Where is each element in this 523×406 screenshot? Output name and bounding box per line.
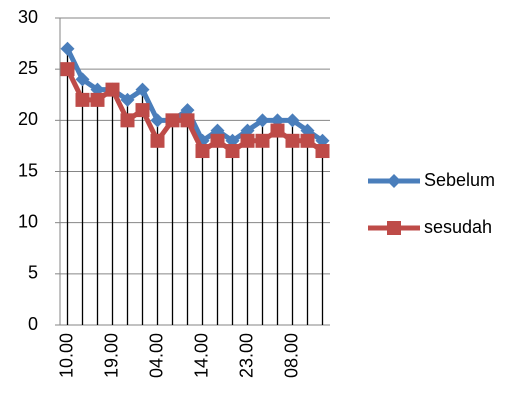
x-tick-label: 23.00	[236, 333, 256, 378]
marker	[60, 62, 75, 77]
marker	[300, 133, 315, 148]
x-tick-label: 14.00	[191, 333, 211, 378]
marker	[150, 113, 165, 128]
marker	[387, 174, 401, 188]
marker	[255, 113, 270, 128]
marker	[105, 82, 120, 97]
marker	[120, 92, 135, 107]
marker	[315, 144, 330, 159]
marker	[255, 133, 270, 148]
marker	[387, 221, 401, 235]
marker	[135, 82, 150, 97]
legend-label: sesudah	[424, 217, 492, 237]
marker	[75, 92, 90, 107]
marker	[225, 144, 240, 159]
y-tick-label: 10	[18, 211, 38, 231]
y-tick-label: 25	[18, 58, 38, 78]
marker	[120, 113, 135, 128]
x-tick-label: 10.00	[56, 333, 76, 378]
marker	[135, 103, 150, 118]
y-tick-label: 20	[18, 109, 38, 129]
y-tick-label: 15	[18, 160, 38, 180]
x-tick-label: 08.00	[281, 333, 301, 378]
marker	[195, 144, 210, 159]
marker	[150, 133, 165, 148]
marker	[75, 72, 90, 87]
y-tick-label: 0	[28, 314, 38, 334]
y-tick-label: 30	[18, 7, 38, 27]
marker	[270, 123, 285, 138]
x-tick-label: 19.00	[101, 333, 121, 378]
legend-label: Sebelum	[424, 170, 495, 190]
x-tick-label: 04.00	[146, 333, 166, 378]
marker	[285, 113, 300, 128]
marker	[90, 92, 105, 107]
marker	[285, 133, 300, 148]
y-tick-label: 5	[28, 263, 38, 283]
marker	[240, 133, 255, 148]
series-line	[65, 68, 324, 154]
marker	[210, 133, 225, 148]
marker	[180, 113, 195, 128]
marker	[165, 113, 180, 128]
marker	[60, 41, 75, 56]
